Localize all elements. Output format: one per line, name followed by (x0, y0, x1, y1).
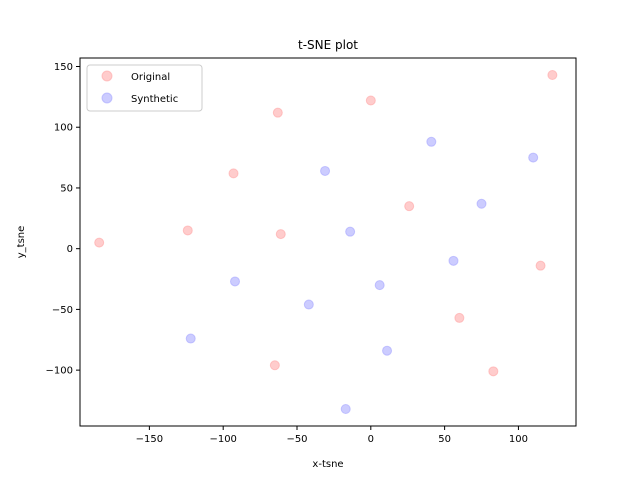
x-tick-label: 50 (438, 434, 451, 445)
x-tick-label: −150 (136, 434, 163, 445)
point-original-11 (488, 366, 499, 377)
y-tick-label: 150 (54, 62, 73, 73)
legend-label-synthetic: Synthetic (131, 94, 178, 105)
point-original-8 (535, 260, 546, 271)
points-layer (94, 70, 558, 414)
point-synthetic-11 (340, 403, 351, 414)
plot-frame (79, 57, 577, 427)
x-tick-label: 0 (368, 434, 374, 445)
x-axis-label: x-tsne (312, 459, 343, 470)
point-original-10 (269, 360, 280, 371)
legend-marker-synthetic (101, 92, 113, 104)
point-synthetic-5 (448, 255, 459, 266)
x-axis-ticks: −150 −100 −50 0 50 100 (136, 426, 528, 445)
point-synthetic-10 (382, 345, 393, 356)
point-original-2 (272, 107, 283, 118)
point-original-7 (94, 237, 105, 248)
x-tick-label: −100 (209, 434, 236, 445)
point-original-5 (182, 225, 193, 236)
y-tick-label: 0 (67, 244, 73, 255)
x-tick-label: 100 (509, 434, 528, 445)
point-synthetic-4 (345, 226, 356, 237)
y-axis-label: y_tsne (16, 226, 27, 259)
point-original-0 (547, 70, 558, 81)
point-synthetic-9 (185, 333, 196, 344)
legend-box (86, 64, 203, 112)
point-synthetic-0 (426, 136, 437, 147)
point-original-9 (454, 312, 465, 323)
point-original-1 (365, 95, 376, 106)
point-synthetic-7 (374, 280, 385, 291)
point-synthetic-2 (320, 165, 331, 176)
point-synthetic-8 (303, 299, 314, 310)
y-axis-ticks: −100 −50 0 50 100 150 (46, 62, 80, 377)
point-original-4 (404, 201, 415, 212)
point-synthetic-1 (528, 152, 539, 163)
y-tick-label: −50 (52, 305, 73, 316)
point-original-6 (275, 229, 286, 240)
point-synthetic-6 (230, 276, 240, 287)
y-tick-label: 100 (54, 123, 73, 134)
legend: Original Synthetic (86, 64, 203, 112)
y-tick-label: −100 (46, 366, 73, 377)
legend-marker-original (101, 70, 113, 82)
legend-label-original: Original (131, 72, 170, 83)
point-original-3 (228, 168, 239, 179)
point-synthetic-3 (476, 198, 487, 209)
chart-title: t-SNE plot (298, 38, 358, 52)
x-tick-label: −50 (286, 434, 307, 445)
y-tick-label: 50 (60, 183, 73, 194)
